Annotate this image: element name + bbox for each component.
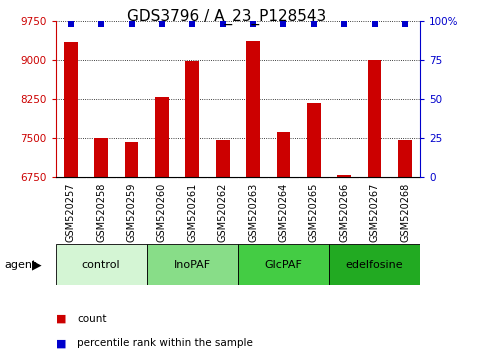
Text: count: count <box>77 314 107 324</box>
Bar <box>277 132 290 177</box>
Bar <box>56 244 147 285</box>
Text: GSM520268: GSM520268 <box>400 182 410 242</box>
Bar <box>155 97 169 177</box>
Text: GSM520259: GSM520259 <box>127 182 137 242</box>
Bar <box>398 139 412 177</box>
Text: GSM520267: GSM520267 <box>369 182 380 242</box>
Text: GSM520265: GSM520265 <box>309 182 319 242</box>
Bar <box>185 61 199 177</box>
Text: ■: ■ <box>56 338 66 348</box>
Text: GSM520261: GSM520261 <box>187 182 197 242</box>
Text: GSM520260: GSM520260 <box>157 182 167 242</box>
Text: control: control <box>82 259 120 270</box>
Text: percentile rank within the sample: percentile rank within the sample <box>77 338 253 348</box>
Text: GSM520262: GSM520262 <box>218 182 227 242</box>
Text: edelfosine: edelfosine <box>346 259 403 270</box>
Text: GSM520258: GSM520258 <box>96 182 106 242</box>
Text: InoPAF: InoPAF <box>174 259 211 270</box>
Bar <box>64 42 78 177</box>
Text: ■: ■ <box>56 314 66 324</box>
Text: agent: agent <box>5 259 37 270</box>
Bar <box>329 244 420 285</box>
Text: GlcPAF: GlcPAF <box>265 259 302 270</box>
Bar <box>94 138 108 177</box>
Text: GSM520257: GSM520257 <box>66 182 76 242</box>
Bar <box>307 103 321 177</box>
Text: GSM520263: GSM520263 <box>248 182 258 242</box>
Bar <box>125 142 138 177</box>
Text: GDS3796 / A_23_P128543: GDS3796 / A_23_P128543 <box>128 9 327 25</box>
Bar <box>338 175 351 177</box>
Bar <box>368 60 382 177</box>
Text: ▶: ▶ <box>32 258 42 271</box>
Bar <box>216 140 229 177</box>
Bar <box>238 244 329 285</box>
Text: GSM520264: GSM520264 <box>279 182 288 242</box>
Bar <box>246 41 260 177</box>
Text: GSM520266: GSM520266 <box>339 182 349 242</box>
Bar <box>147 244 238 285</box>
